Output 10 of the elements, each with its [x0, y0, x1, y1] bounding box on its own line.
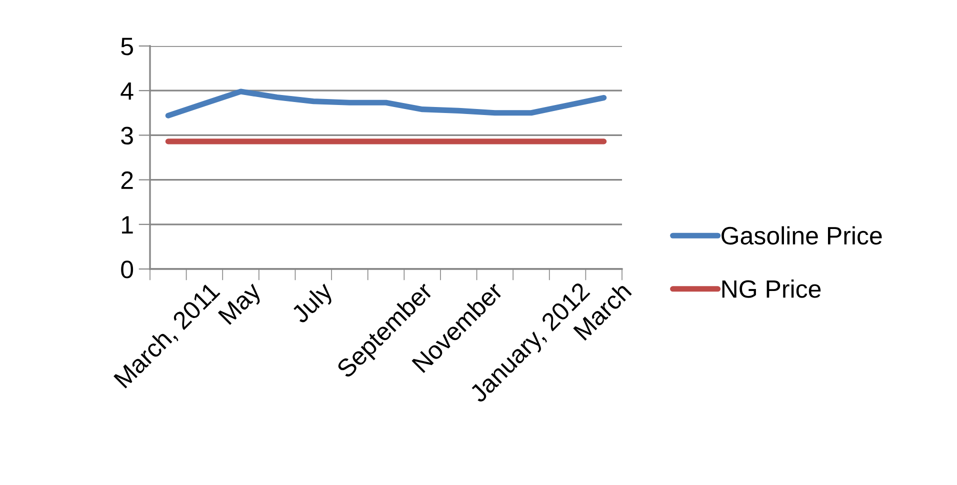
y-tick-label: 2 — [121, 171, 133, 189]
y-tick-label: 3 — [121, 126, 133, 145]
y-tick-label: 4 — [120, 82, 134, 100]
y-tick-label: 1 — [122, 216, 133, 234]
x-tick-label: July — [290, 280, 338, 328]
legend-label: Gasoline Price — [722, 226, 882, 245]
y-tick-label: 0 — [121, 260, 134, 278]
legend-label: NG Price — [722, 280, 821, 298]
y-tick-label: 5 — [121, 38, 133, 56]
x-tick-label: May — [218, 280, 266, 329]
